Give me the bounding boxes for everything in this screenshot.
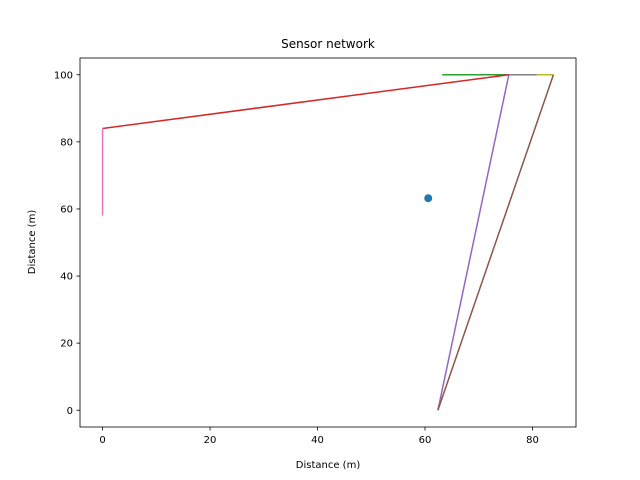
y-tick-label: 20	[60, 339, 73, 350]
x-axis-label: Distance (m)	[296, 460, 361, 471]
series-line-4	[102, 74, 509, 130]
x-tick-label: 20	[204, 435, 217, 446]
x-tick-label: 40	[311, 435, 324, 446]
y-tick-label: 80	[60, 137, 73, 148]
y-tick-label: 60	[60, 205, 73, 216]
series-line-7	[437, 74, 555, 411]
y-axis-label: Distance (m)	[27, 210, 38, 275]
series-line-6	[437, 74, 510, 411]
x-tick-label: 0	[99, 435, 105, 446]
y-tick-label: 100	[54, 70, 73, 81]
y-tick-label: 40	[60, 272, 73, 283]
y-tick-label: 0	[67, 406, 73, 417]
chart-title: Sensor network	[281, 37, 375, 51]
axes: 0 20 40 60 80 0 20 40 60 80 100	[54, 57, 577, 446]
x-tick-label: 80	[526, 435, 539, 446]
axes-frame	[79, 57, 577, 428]
plot-area	[101, 74, 555, 411]
x-tick-label: 60	[419, 435, 432, 446]
data-point-1	[424, 194, 433, 203]
